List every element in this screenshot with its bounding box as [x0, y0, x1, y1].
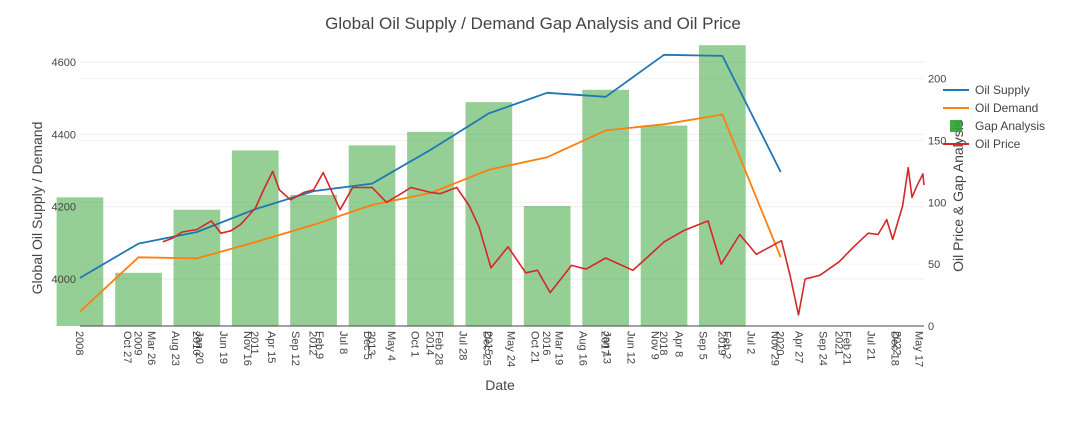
x-tick-label: Apr 27 — [793, 331, 805, 363]
right-y-axis-ticks: 0 50 100 150 200 — [928, 74, 946, 333]
right-y-tick-label: 100 — [928, 197, 946, 209]
x-tick-label: 2012 — [307, 331, 319, 355]
x-tick-label: 2009 — [132, 331, 144, 355]
x-tick-label: 2008 — [73, 331, 85, 355]
right-y-axis-title: Oil Price & Gap Analysis — [950, 120, 966, 272]
gap-analysis-bar — [231, 150, 279, 326]
x-tick-label: Sep 24 — [816, 331, 828, 366]
oil-price-line — [162, 166, 925, 316]
x-tick-label: Jul 8 — [337, 331, 349, 354]
chart-title: Global Oil Supply / Demand Gap Analysis … — [325, 14, 741, 33]
left-y-tick-label: 4600 — [52, 57, 76, 69]
x-tick-label: Jan 20 — [193, 331, 205, 364]
x-tick-label: Jul 21 — [864, 331, 876, 360]
x-tick-label: 2018 — [657, 331, 669, 355]
x-axis-title: Date — [485, 377, 515, 393]
left-y-tick-label: 4200 — [52, 202, 76, 214]
x-tick-label: 2019 — [715, 331, 727, 355]
x-tick-label: Jun 12 — [625, 331, 637, 364]
x-tick-label: Aug 16 — [577, 331, 589, 366]
gap-analysis-bar — [640, 125, 688, 326]
x-tick-label: Sep 5 — [697, 331, 709, 360]
x-tick-label: Mar 26 — [145, 331, 157, 365]
x-tick-label: Oct 27 — [121, 331, 133, 363]
x-tick-label: 2015 — [482, 331, 494, 355]
x-tick-label: Dec 18 — [888, 331, 900, 366]
x-tick-label: Feb 21 — [840, 331, 852, 365]
right-y-tick-label: 200 — [928, 74, 946, 86]
gap-analysis-bar — [173, 209, 221, 326]
x-tick-label: May 17 — [912, 331, 924, 367]
legend-label: Oil Supply — [975, 83, 1030, 97]
x-tick-label: Aug 23 — [169, 331, 181, 366]
legend-label: Oil Demand — [975, 101, 1038, 115]
legend-label: Oil Price — [975, 137, 1021, 151]
legend-item-gap-analysis: Gap Analysis — [950, 119, 1045, 133]
series-lines — [79, 53, 925, 316]
x-tick-label: Nov 29 — [769, 331, 781, 366]
legend-item-oil-supply: Oil Supply — [943, 83, 1030, 97]
gap-analysis-bar — [115, 272, 162, 326]
left-y-tick-label: 4000 — [52, 274, 76, 286]
x-tick-label: Mar 19 — [553, 331, 565, 365]
left-y-tick-label: 4400 — [52, 129, 76, 141]
x-tick-label: May 24 — [505, 331, 517, 367]
x-tick-label: 2020 — [774, 331, 786, 355]
x-tick-label: Jun 19 — [217, 331, 229, 364]
x-tick-label: 2021 — [832, 331, 844, 355]
x-tick-label: Dec 5 — [361, 331, 373, 360]
x-tick-label: 2017 — [599, 331, 611, 355]
legend: Oil Supply Oil Demand Gap Analysis Oil Pric… — [943, 83, 1045, 151]
right-y-tick-label: 150 — [928, 135, 946, 147]
x-tick-label: 2016 — [540, 331, 552, 355]
x-tick-label: Oct 21 — [529, 331, 541, 363]
gap-analysis-bar — [523, 206, 571, 326]
x-tick-label: Apr 8 — [673, 331, 685, 357]
x-tick-label: Jul 2 — [745, 331, 757, 354]
x-tick-label: Sep 12 — [289, 331, 301, 366]
x-tick-label: Nov 16 — [241, 331, 253, 366]
x-tick-label: Dec 25 — [481, 331, 493, 366]
gap-analysis-bar — [582, 89, 629, 326]
legend-item-oil-demand: Oil Demand — [943, 101, 1038, 115]
x-tick-label: Oct 1 — [409, 331, 421, 357]
legend-swatch — [950, 120, 962, 132]
legend-label: Gap Analysis — [975, 119, 1045, 133]
gap-analysis-bar — [56, 197, 104, 326]
gap-analysis-bars — [56, 45, 746, 326]
x-tick-label: Nov 9 — [649, 331, 661, 360]
gap-analysis-bar — [348, 145, 396, 326]
oil-supply-line — [79, 53, 782, 279]
x-tick-label: 2013 — [365, 331, 377, 355]
x-tick-label: 2014 — [424, 331, 436, 355]
x-tick-label: Apr 15 — [265, 331, 277, 363]
x-tick-label: 2010 — [190, 331, 202, 355]
x-tick-label: Feb 2 — [721, 331, 733, 359]
gap-analysis-bar — [699, 45, 746, 326]
x-tick-label: May 4 — [385, 331, 397, 361]
right-y-tick-label: 0 — [928, 321, 934, 333]
left-y-axis-ticks: 4000 4200 4400 4600 — [52, 57, 76, 286]
right-y-tick-label: 50 — [928, 259, 940, 271]
left-y-axis-title: Global Oil Supply / Demand — [29, 122, 45, 295]
x-tick-label: 2011 — [248, 331, 260, 355]
x-tick-label: 2022 — [891, 331, 903, 355]
legend-item-oil-price: Oil Price — [943, 137, 1021, 151]
gap-analysis-bar — [407, 131, 454, 326]
x-tick-label: Feb 9 — [313, 331, 325, 359]
x-tick-label: Jan 13 — [601, 331, 613, 364]
gap-analysis-bar — [290, 194, 337, 326]
x-tick-label: Feb 28 — [433, 331, 445, 365]
x-tick-label: Jul 28 — [457, 331, 469, 360]
